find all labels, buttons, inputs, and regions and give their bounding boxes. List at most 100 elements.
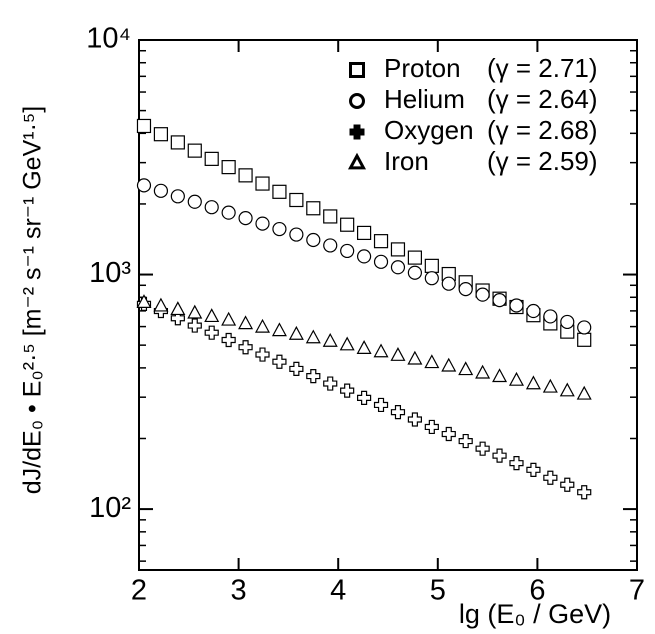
marker-triangle (153, 297, 169, 312)
marker-circle (424, 271, 439, 286)
marker-square (136, 118, 152, 134)
marker-circle (289, 227, 304, 242)
marker-square (424, 258, 439, 273)
marker-cross (492, 448, 507, 463)
marker-triangle (373, 343, 389, 358)
marker-square (306, 201, 321, 216)
marker-cross (509, 456, 524, 471)
marker-square (204, 151, 219, 166)
marker-circle (204, 200, 219, 215)
marker-triangle (170, 301, 186, 316)
y-axis-label: dJ/dE₀ • E₀²·⁵ [m⁻² s⁻¹ sr⁻¹ GeV¹·⁵] (19, 106, 47, 494)
marker-square (373, 234, 389, 249)
marker-triangle (271, 322, 287, 337)
marker-circle (255, 216, 270, 231)
marker-cross (356, 390, 372, 405)
legend-marker (349, 62, 365, 78)
marker-square (170, 135, 185, 150)
marker-circle (323, 238, 338, 253)
marker-circle (153, 183, 169, 198)
marker-triangle (305, 329, 321, 344)
legend-label: Iron (384, 146, 429, 176)
marker-square (390, 242, 406, 257)
marker-square (187, 143, 202, 158)
marker-cross (390, 405, 406, 420)
marker-cross (441, 426, 456, 442)
marker-circle (187, 194, 202, 209)
marker-square (407, 250, 422, 265)
marker-triangle (322, 332, 338, 347)
legend-gamma: (γ = 2.68) (487, 115, 598, 145)
marker-square (221, 160, 236, 175)
y-tick-label: 10⁴ (86, 23, 131, 55)
marker-triangle (254, 318, 271, 333)
marker-cross (424, 419, 439, 435)
marker-cross (255, 347, 270, 362)
marker-cross (577, 485, 592, 500)
marker-triangle (136, 294, 152, 308)
marker-triangle (508, 371, 524, 386)
marker-circle (238, 211, 253, 226)
marker-cross (187, 318, 202, 333)
marker-circle (373, 254, 389, 269)
x-tick-label: 7 (629, 575, 645, 607)
marker-triangle (525, 375, 541, 390)
marker-circle (543, 309, 558, 324)
legend-marker (349, 93, 365, 109)
marker-circle (577, 320, 592, 335)
legend-label: Oxygen (384, 115, 474, 145)
legend-gamma: (γ = 2.71) (487, 53, 598, 83)
marker-circle (170, 189, 185, 204)
marker-circle (272, 221, 287, 237)
x-tick-label: 4 (330, 575, 346, 607)
marker-cross (407, 412, 422, 427)
marker-cross (560, 477, 575, 492)
marker-square (323, 209, 338, 224)
y-tick-label: 10³ (89, 257, 131, 289)
marker-square (255, 176, 270, 191)
marker-triangle (407, 350, 423, 365)
marker-circle (136, 178, 152, 193)
marker-cross (238, 340, 253, 355)
marker-cross (458, 433, 473, 449)
marker-square (577, 332, 592, 347)
marker-triangle (221, 311, 237, 326)
marker-square (272, 184, 287, 199)
legend-gamma: (γ = 2.59) (487, 146, 598, 176)
marker-square (153, 127, 169, 142)
marker-cross (221, 332, 236, 348)
marker-triangle (542, 378, 558, 393)
marker-triangle (576, 385, 592, 400)
y-tick-label: 10² (89, 492, 131, 524)
marker-square (238, 168, 253, 183)
marker-circle (560, 314, 575, 330)
x-tick-label: 5 (430, 575, 446, 607)
marker-cross (543, 470, 558, 485)
marker-circle (492, 293, 507, 308)
marker-triangle (458, 361, 474, 376)
marker-circle (475, 287, 490, 302)
marker-triangle (204, 308, 220, 323)
marker-cross (340, 383, 355, 398)
marker-circle (441, 276, 456, 291)
marker-triangle (339, 336, 355, 351)
marker-triangle (492, 368, 508, 383)
marker-cross (289, 361, 304, 377)
marker-circle (526, 303, 541, 319)
marker-triangle (424, 354, 440, 369)
marker-circle (407, 265, 422, 280)
marker-circle (390, 260, 406, 275)
marker-cross (204, 325, 219, 340)
marker-circle (306, 232, 321, 248)
marker-circle (356, 249, 372, 264)
marker-cross (475, 441, 490, 456)
marker-circle (221, 205, 236, 220)
marker-cross (373, 397, 389, 413)
marker-cross (526, 462, 541, 477)
x-axis-label: lg (E₀ / GeV) (459, 599, 611, 629)
marker-cross (272, 354, 287, 369)
marker-square (289, 192, 304, 208)
legend-label: Proton (384, 53, 461, 83)
marker-triangle (356, 340, 372, 354)
